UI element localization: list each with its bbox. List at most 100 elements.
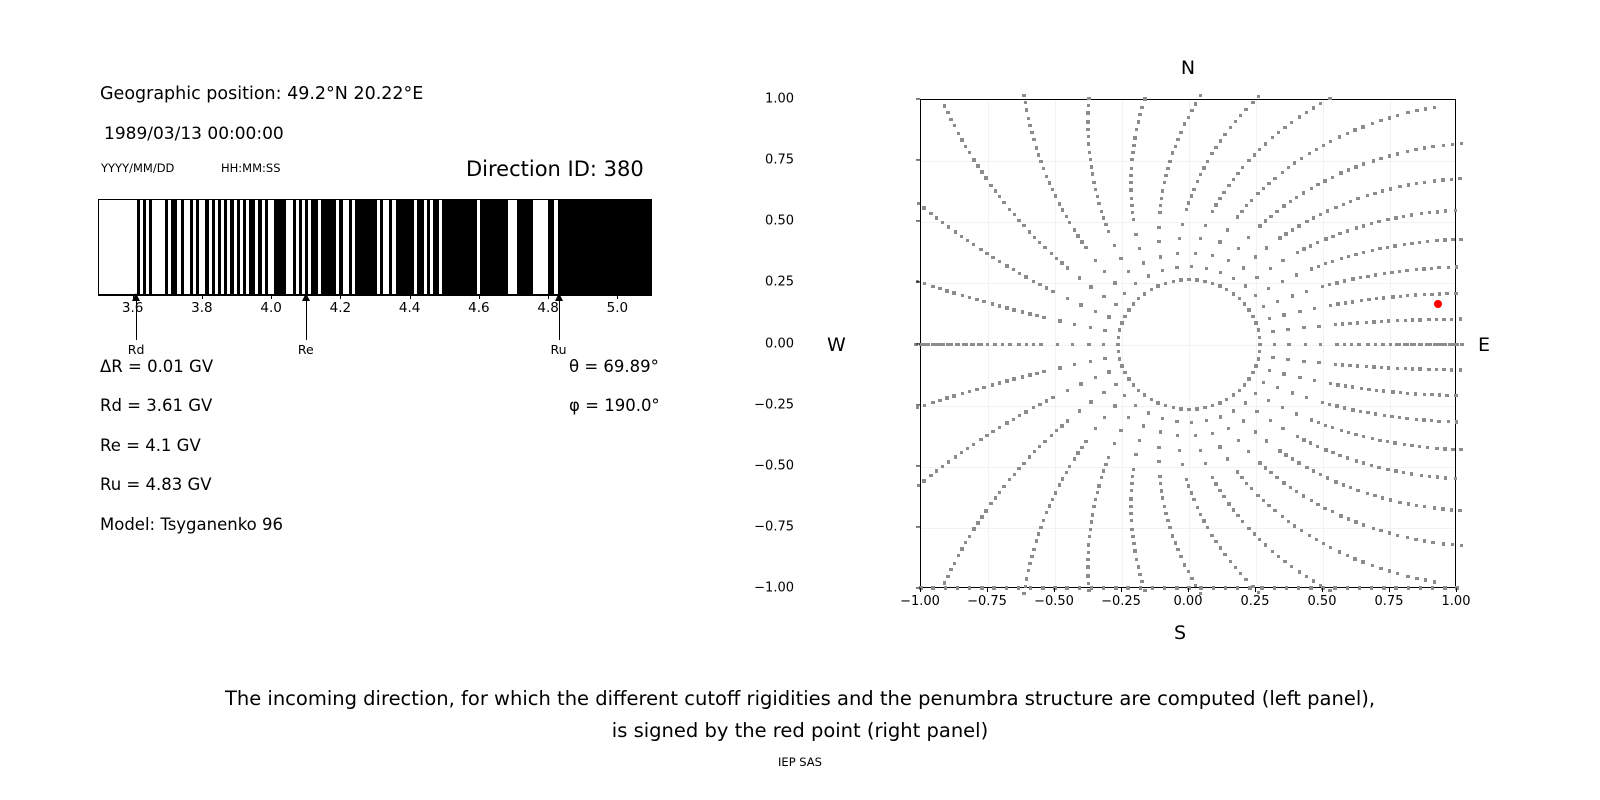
- direction-dot: [1419, 342, 1424, 347]
- direction-dot: [1240, 209, 1244, 213]
- direction-dot: [1335, 281, 1339, 285]
- direction-dot: [1395, 113, 1400, 118]
- direction-dot: [1060, 261, 1064, 265]
- direction-dot: [1042, 315, 1046, 320]
- direction-dot: [1336, 302, 1340, 306]
- direction-dot: [1267, 316, 1272, 321]
- direction-dot: [1023, 584, 1027, 589]
- direction-dot: [1086, 565, 1090, 569]
- direction-dot: [1418, 444, 1422, 449]
- direction-dot: [1134, 403, 1138, 408]
- direction-dot: [1102, 416, 1107, 420]
- direction-dot: [1160, 268, 1164, 273]
- penumbra-chart: [98, 199, 652, 295]
- direction-dot: [1203, 461, 1208, 466]
- direction-dot: [1032, 137, 1036, 142]
- direction-dot: [1257, 590, 1261, 594]
- direction-dot: [1092, 180, 1096, 185]
- direction-dot: [1123, 291, 1127, 295]
- direction-dot: [1086, 581, 1091, 585]
- penumbra-band: [258, 200, 262, 294]
- direction-dot: [1297, 115, 1302, 119]
- penumbra-bands-plot: [98, 199, 652, 295]
- direction-dot: [1454, 291, 1458, 296]
- direction-dot: [1064, 470, 1068, 475]
- direction-dot: [1361, 125, 1365, 129]
- direction-dot: [1093, 187, 1098, 192]
- direction-dot: [1086, 550, 1091, 555]
- direction-dot: [1017, 467, 1021, 471]
- direction-dot: [1103, 328, 1107, 333]
- direction-dot: [1458, 317, 1463, 321]
- direction-dot: [1227, 183, 1231, 187]
- direction-dot: [1235, 470, 1239, 474]
- direction-dot: [1355, 321, 1360, 325]
- direction-dot: [1442, 317, 1446, 321]
- selected-direction-marker[interactable]: [1433, 299, 1442, 308]
- direction-dot: [1315, 444, 1320, 448]
- direction-dot: [1369, 463, 1373, 467]
- direction-dot: [1381, 342, 1385, 347]
- direction-dot: [1186, 115, 1190, 119]
- direction-dot: [1402, 214, 1406, 219]
- direction-dot: [1065, 266, 1069, 270]
- direction-dot: [1253, 430, 1258, 434]
- direction-dot: [1343, 384, 1347, 388]
- direction-dot: [1036, 153, 1041, 157]
- direction-dot: [915, 279, 920, 284]
- direction-dot: [1120, 321, 1124, 325]
- direction-dot: [1441, 542, 1446, 546]
- direction-dot: [1043, 439, 1047, 444]
- direction-dot: [1346, 168, 1351, 172]
- direction-dot: [1079, 303, 1083, 307]
- direction-dot: [935, 216, 939, 220]
- direction-dot: [1309, 498, 1313, 503]
- direction-dot: [1138, 113, 1142, 117]
- direction-dot: [1272, 586, 1276, 590]
- direction-dot: [1236, 171, 1240, 175]
- direction-dot: [946, 225, 951, 229]
- direction-dot: [1157, 226, 1161, 230]
- direction-dot: [1060, 424, 1064, 428]
- direction-dot: [1316, 182, 1320, 187]
- direction-dot: [1072, 363, 1077, 367]
- direction-dot: [1178, 236, 1182, 241]
- direction-dot: [1405, 342, 1409, 347]
- direction-dot: [1102, 469, 1106, 473]
- penumbra-band: [320, 200, 337, 294]
- direction-dot: [1276, 554, 1281, 559]
- x-axis-tick-label: 0.25: [1240, 594, 1270, 609]
- direction-dot: [1371, 526, 1375, 530]
- direction-dot: [965, 446, 970, 451]
- rigidity-marker-label: Rd: [127, 342, 145, 357]
- direction-dot: [956, 342, 961, 347]
- direction-dot: [952, 291, 956, 295]
- direction-dot: [1034, 539, 1039, 543]
- direction-dot: [1253, 391, 1258, 395]
- penumbra-band: [389, 200, 393, 294]
- direction-dot: [1386, 217, 1390, 222]
- direction-dot: [1355, 364, 1360, 368]
- direction-dot: [940, 220, 945, 225]
- direction-dot: [1237, 388, 1241, 393]
- direction-dot: [1382, 271, 1387, 276]
- direction-dot: [1433, 179, 1437, 183]
- direction-dot: [1214, 482, 1218, 486]
- direction-dot: [1131, 302, 1136, 306]
- direction-dot: [1451, 342, 1455, 347]
- y-axis-tick-label: 1.00: [765, 91, 794, 107]
- direction-dot: [1138, 572, 1142, 576]
- direction-dot: [1166, 166, 1170, 171]
- direction-dot: [1204, 266, 1209, 271]
- direction-dot: [1394, 586, 1398, 590]
- direction-dot: [984, 509, 988, 513]
- direction-dot: [946, 574, 950, 578]
- direction-dot: [1364, 320, 1369, 325]
- direction-dot: [1087, 534, 1092, 539]
- gridline-vertical: [1323, 100, 1324, 587]
- direction-dot: [1198, 512, 1203, 517]
- direction-dot: [1422, 267, 1426, 271]
- direction-dot: [1263, 142, 1268, 146]
- datetime-label: 1989/03/13 00:00:00: [104, 124, 284, 144]
- direction-dot: [1372, 320, 1376, 324]
